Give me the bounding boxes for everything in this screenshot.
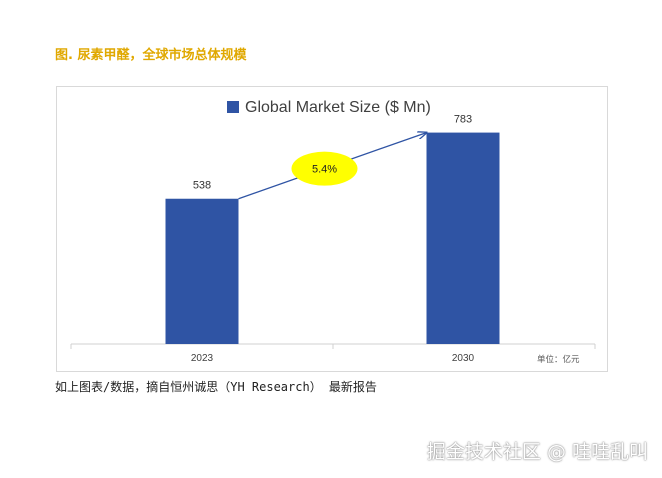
chart-frame: Global Market Size ($ Mn) 538 2023 783 2030… bbox=[56, 86, 608, 372]
bars-group: 538 2023 783 2030 bbox=[165, 114, 500, 364]
legend-swatch bbox=[227, 101, 239, 113]
bar-2030 bbox=[426, 132, 500, 344]
cagr-bubble bbox=[291, 151, 358, 186]
chart-title: Global Market Size ($ Mn) bbox=[245, 99, 431, 116]
market-size-chart: Global Market Size ($ Mn) 538 2023 783 2030… bbox=[70, 99, 596, 365]
tick-label-2023: 2023 bbox=[191, 353, 214, 364]
unit-note: 单位：亿元 bbox=[537, 354, 580, 365]
tick-label-2030: 2030 bbox=[452, 353, 475, 364]
data-label-2023: 538 bbox=[193, 180, 211, 192]
watermark: 掘金技术社区 @ 哇哇乱叫 bbox=[426, 441, 648, 463]
figure-caption: 图. 尿素甲醛，全球市场总体规模 bbox=[55, 48, 247, 63]
data-label-2030: 783 bbox=[454, 114, 472, 126]
bar-2023 bbox=[165, 198, 239, 344]
cagr-label: 5.4% bbox=[312, 164, 337, 176]
source-note: 如上图表/数据，摘自恒州诚思（YH Research） 最新报告 bbox=[55, 380, 377, 394]
